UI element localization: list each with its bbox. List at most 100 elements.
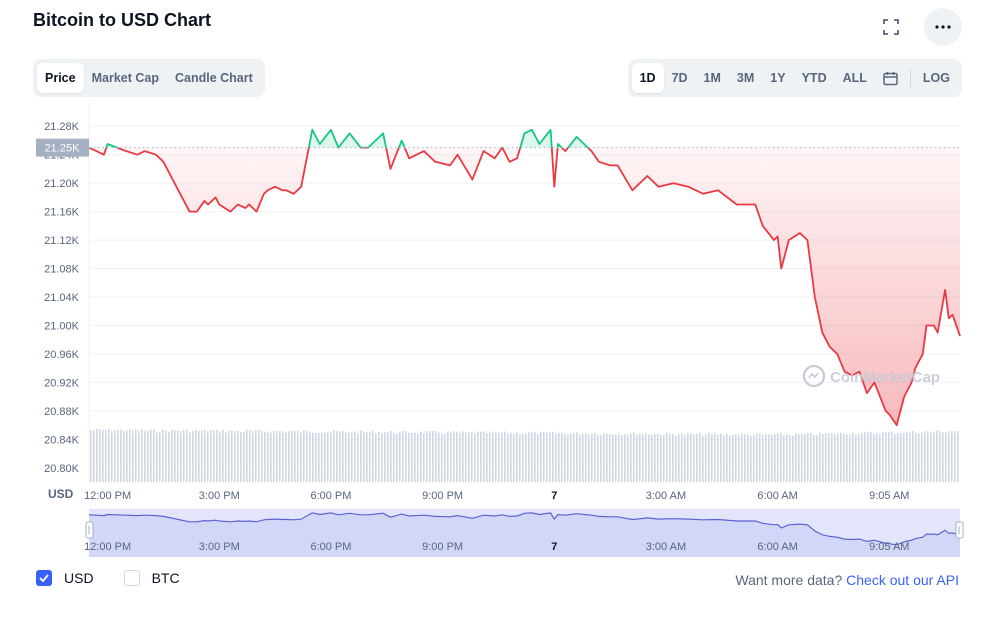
volume-bar — [576, 432, 578, 482]
more-options-button[interactable] — [924, 8, 962, 46]
volume-bar — [621, 435, 623, 482]
volume-bar — [831, 433, 833, 482]
range-7d[interactable]: 7D — [671, 71, 688, 85]
date-picker-button[interactable] — [875, 63, 906, 93]
volume-bar — [276, 431, 278, 482]
volume-bar — [129, 429, 131, 482]
volume-bar — [507, 433, 509, 482]
volume-bar — [783, 435, 785, 482]
usd-checkbox[interactable] — [36, 570, 52, 586]
y-tick-label: 20.96K — [44, 349, 80, 361]
volume-bar — [162, 429, 164, 482]
volume-bar — [477, 431, 479, 482]
volume-bar — [330, 431, 332, 482]
volume-bar — [927, 431, 929, 482]
chart-type-tabs: Price Market Cap Candle Chart — [33, 59, 265, 97]
volume-bar — [456, 431, 458, 482]
volume-bar — [717, 434, 719, 482]
volume-bar — [435, 430, 437, 482]
volume-bar — [705, 434, 707, 482]
volume-bar — [258, 429, 260, 482]
volume-bar — [150, 429, 152, 482]
volume-bar — [141, 429, 143, 482]
tab-market-cap[interactable]: Market Cap — [91, 71, 159, 85]
tab-price[interactable]: Price — [37, 63, 84, 93]
navigator-area — [89, 512, 960, 557]
volume-bar — [375, 433, 377, 482]
volume-bar — [777, 433, 779, 482]
range-navigator[interactable]: 12:00 PM 3:00 PM 6:00 PM 9:00 PM 7 3:00 AM 6:0… — [84, 509, 964, 557]
volume-bar — [573, 433, 575, 482]
volume-bar — [741, 433, 743, 482]
price-line-down — [88, 147, 961, 426]
volume-bar — [894, 433, 896, 482]
fullscreen-button[interactable] — [872, 8, 910, 46]
volume-bar — [471, 432, 473, 482]
volume-bar — [360, 430, 362, 482]
volume-bar — [243, 431, 245, 482]
navigator-tick-label: 3:00 PM — [199, 541, 240, 553]
volume-bar — [762, 434, 764, 482]
volume-bar — [513, 433, 515, 482]
volume-bar — [171, 429, 173, 482]
volume-bar — [207, 431, 209, 482]
volume-bar — [387, 431, 389, 482]
volume-bar — [423, 433, 425, 482]
btc-checkbox[interactable] — [123, 570, 140, 586]
volume-bar — [240, 431, 242, 482]
volume-bar — [429, 430, 431, 482]
range-1m[interactable]: 1M — [703, 71, 721, 85]
usd-label: USD — [64, 570, 94, 586]
volume-bar — [462, 431, 464, 482]
range-1y[interactable]: 1Y — [770, 71, 786, 85]
volume-bar — [600, 434, 602, 482]
volume-bar — [813, 434, 815, 482]
volume-bar — [447, 431, 449, 482]
range-ytd[interactable]: YTD — [801, 71, 827, 85]
volume-bar — [327, 432, 329, 482]
volume-bar — [111, 431, 113, 482]
more-data-text: Want more data? — [735, 572, 843, 588]
volume-bar — [525, 433, 527, 482]
volume-bar — [402, 430, 404, 482]
y-tick-label: 21.08K — [44, 264, 80, 276]
volume-bar — [789, 434, 791, 482]
volume-bar — [363, 431, 365, 482]
volume-bars — [90, 428, 959, 482]
log-scale-toggle[interactable]: LOG — [922, 71, 950, 85]
volume-bar — [753, 434, 755, 482]
volume-bar — [843, 433, 845, 482]
volume-bar — [765, 433, 767, 482]
volume-bar — [213, 430, 215, 482]
navigator-tick-label: 7 — [551, 541, 557, 553]
baseline-label: 21.25K — [45, 143, 81, 155]
api-link[interactable]: Check out our API — [846, 572, 959, 588]
navigator-tick-label: 3:00 AM — [646, 541, 686, 553]
currency-axis-label: USD — [48, 487, 74, 501]
range-3m[interactable]: 3M — [736, 71, 755, 85]
volume-bar — [798, 434, 800, 482]
volume-bar — [579, 434, 581, 482]
range-all[interactable]: ALL — [842, 71, 867, 85]
volume-bar — [696, 433, 698, 482]
volume-bar — [333, 430, 335, 482]
currency-toggle: USD BTC — [36, 570, 180, 586]
volume-bar — [660, 435, 662, 482]
watermark-text: CoinMarketCap — [830, 369, 940, 386]
volume-bar — [156, 431, 158, 482]
volume-bar — [882, 432, 884, 482]
tab-candle-chart[interactable]: Candle Chart — [174, 71, 253, 85]
range-1d[interactable]: 1D — [631, 63, 664, 93]
volume-bar — [183, 429, 185, 482]
volume-bar — [285, 432, 287, 482]
volume-bar — [414, 432, 416, 482]
volume-bar — [309, 432, 311, 482]
volume-bar — [432, 431, 434, 482]
volume-bar — [708, 432, 710, 482]
volume-bar — [549, 432, 551, 482]
volume-bar — [720, 433, 722, 482]
x-tick-label: 7 — [551, 490, 557, 502]
volume-bar — [939, 431, 941, 482]
y-tick-label: 20.84K — [44, 434, 80, 446]
